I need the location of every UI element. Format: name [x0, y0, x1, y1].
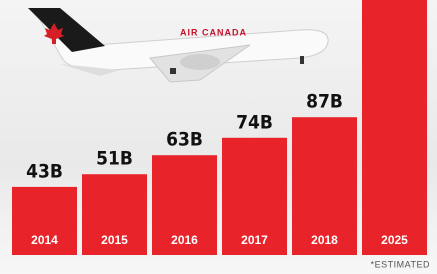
page: AIR CANADA *ESTIMATED 2014 43B 2015 51B 2016… [0, 0, 437, 274]
chart: AIR CANADA *ESTIMATED 2014 43B 2015 51B 2016… [0, 0, 437, 274]
x-tick-label: 2018 [311, 233, 338, 247]
value-label: 87B [306, 91, 343, 113]
x-tick-label: 2016 [171, 233, 198, 247]
value-label: 43B [26, 160, 63, 182]
x-tick-label: 2017 [241, 233, 268, 247]
plane-text: AIR CANADA [180, 27, 247, 37]
x-tick-label: 2015 [101, 233, 128, 247]
value-label: 63B [166, 129, 203, 151]
x-tick-label: 2014 [31, 233, 58, 247]
x-tick-label: 2025 [381, 233, 408, 247]
bar [362, 0, 427, 255]
value-label: 51B [96, 148, 133, 170]
value-label: 74B [236, 111, 273, 133]
footnote: *ESTIMATED [371, 259, 430, 269]
